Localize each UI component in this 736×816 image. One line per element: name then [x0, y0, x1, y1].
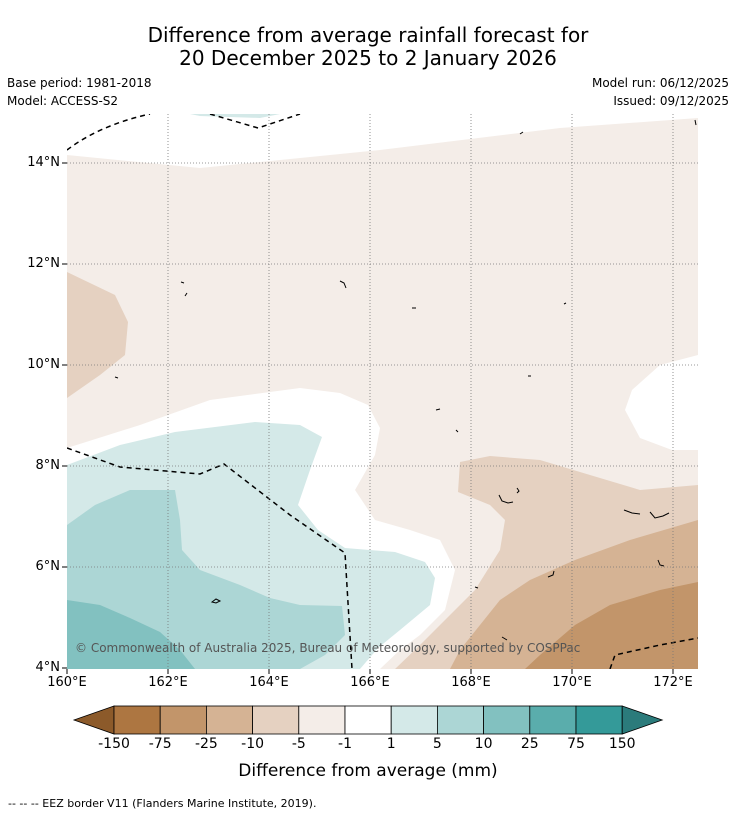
colorbar-tick-label: -25	[194, 736, 218, 752]
longitude-tick-label: 164°E	[249, 675, 289, 690]
colorbar-tick-label: -10	[241, 736, 265, 752]
latitude-tick-label: 8°N	[35, 458, 61, 473]
contour-neutral-east	[625, 355, 698, 450]
model-run: Model run: 06/12/2025	[591, 76, 729, 90]
latitude-tick-label: 4°N	[35, 660, 61, 675]
chart-title-line1: Difference from average rainfall forecas…	[147, 23, 589, 47]
eez-legend-note: -- -- -- EEZ border V11 (Flanders Marine…	[8, 797, 317, 810]
colorbar-swatch	[436, 705, 484, 735]
colorbar-title: Difference from average (mm)	[238, 761, 498, 781]
colorbar-tick-label: 10	[474, 736, 493, 752]
latitude-tick-label: 6°N	[35, 559, 61, 574]
colorbar-swatch	[205, 705, 253, 735]
colorbar-swatch	[344, 705, 392, 735]
colorbar-swatch	[575, 705, 623, 735]
longitude-tick-label: 170°E	[552, 675, 592, 690]
eez-borders	[67, 114, 698, 669]
contour-neutral-north	[67, 114, 698, 168]
colorbar-arrow-high	[621, 705, 664, 735]
chart-title-line2: 20 December 2025 to 2 January 2026	[179, 46, 557, 70]
longitude-tick-label: 168°E	[451, 675, 491, 690]
contour-wet-strong	[67, 600, 195, 669]
colorbar-tick-label: -1	[338, 736, 352, 752]
copyright-notice: © Commonwealth of Australia 2025, Bureau…	[75, 641, 581, 655]
colorbar-tick-label: 75	[567, 736, 585, 752]
colorbar-tick-label: -150	[98, 736, 130, 752]
longitude-tick-label: 160°E	[47, 675, 87, 690]
colorbar-tick-label: 1	[386, 736, 396, 752]
colorbar-tick-label: 25	[520, 736, 539, 752]
colorbar-swatch	[252, 705, 300, 735]
latitude-tick-label: 10°N	[27, 357, 60, 372]
base-period: Base period: 1981-2018	[7, 76, 152, 90]
colorbar-swatch	[483, 705, 531, 735]
longitude-tick-label: 166°E	[350, 675, 390, 690]
colorbar-tick-label: 5	[432, 736, 442, 752]
colorbar-arrow-low	[72, 705, 115, 735]
colorbar-swatch	[390, 705, 438, 735]
map-contours	[67, 114, 698, 669]
latitude-tick-label: 12°N	[27, 256, 60, 271]
colorbar-tick-label: 150	[608, 736, 636, 752]
colorbar	[72, 705, 664, 735]
issued-date: Issued: 09/12/2025	[613, 94, 729, 108]
latitude-tick-label: 14°N	[27, 155, 60, 170]
colorbar-tick-label: -5	[291, 736, 306, 752]
colorbar-swatch	[113, 705, 161, 735]
islands	[114, 119, 697, 641]
colorbar-swatch	[529, 705, 577, 735]
colorbar-tick-label: -75	[148, 736, 172, 752]
contour-dry-west	[67, 272, 128, 398]
contour-dry-southeast-strong	[525, 582, 698, 669]
longitude-tick-label: 162°E	[148, 675, 188, 690]
colorbar-swatch	[298, 705, 346, 735]
model-name: Model: ACCESS-S2	[7, 94, 119, 108]
colorbar-swatch	[159, 705, 207, 735]
gridlines	[67, 114, 698, 669]
longitude-tick-label: 172°E	[653, 675, 693, 690]
axis-ticks	[62, 162, 674, 674]
